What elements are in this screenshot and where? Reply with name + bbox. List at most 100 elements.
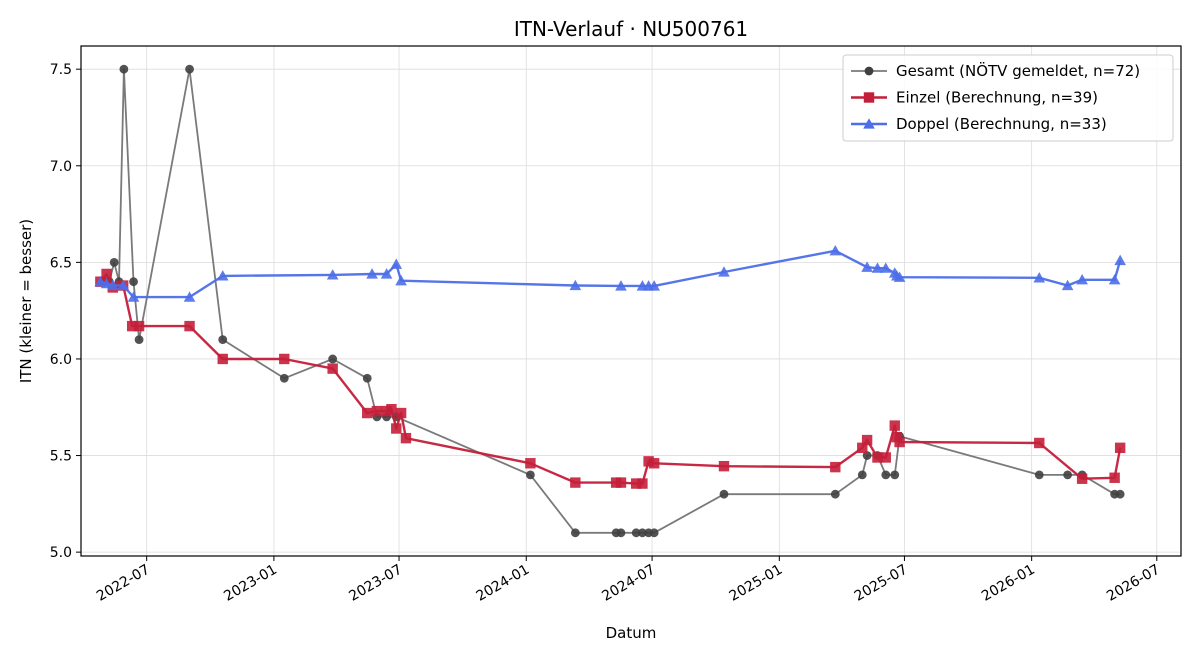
data-point-einzel: [126, 320, 138, 332]
data-point-doppel: [100, 277, 113, 289]
data-point-einzel: [386, 403, 397, 415]
data-point-einzel: [395, 407, 407, 419]
data-point-doppel: [1033, 272, 1046, 283]
legend-label-doppel: Doppel (Berechnung, n=33): [896, 115, 1107, 133]
series-doppel: [94, 244, 1126, 302]
data-point-gesamt: [526, 470, 535, 480]
data-point-einzel: [400, 432, 412, 444]
data-point-einzel: [894, 436, 905, 448]
data-point-einzel: [1076, 473, 1088, 484]
data-point-einzel: [630, 478, 642, 489]
data-point-gesamt: [830, 489, 840, 499]
data-point-gesamt: [881, 470, 891, 480]
y-tick-label: 5.0: [50, 545, 72, 561]
data-point-gesamt: [328, 354, 338, 364]
y-tick-label: 6.5: [50, 255, 72, 271]
data-point-doppel: [127, 291, 140, 302]
data-point-doppel: [871, 262, 884, 273]
data-point-gesamt: [129, 277, 138, 287]
data-point-einzel: [184, 320, 195, 332]
data-point-doppel: [615, 280, 627, 291]
data-point-doppel: [893, 271, 906, 282]
data-point-einzel: [889, 420, 900, 431]
data-point-doppel: [380, 268, 393, 279]
data-point-einzel: [1114, 442, 1126, 454]
legend-label-einzel: Einzel (Berechnung, n=39): [896, 89, 1098, 107]
data-point-einzel: [872, 452, 883, 463]
data-point-einzel: [327, 363, 338, 374]
data-point-doppel: [395, 274, 407, 286]
data-point-einzel: [637, 478, 648, 489]
data-point-einzel: [880, 452, 891, 463]
data-point-doppel: [569, 279, 582, 291]
data-point-gesamt: [279, 373, 289, 383]
series-layer: [94, 64, 1126, 538]
data-point-einzel: [101, 268, 112, 280]
data-point-einzel: [1034, 437, 1045, 449]
data-point-gesamt: [1063, 470, 1073, 480]
data-point-gesamt: [119, 64, 129, 74]
y-axis-title: ITN (kleiner = besser): [17, 219, 35, 383]
legend-marker-gesamt: [864, 66, 874, 76]
data-point-gesamt: [570, 528, 580, 538]
data-point-gesamt: [890, 470, 900, 480]
data-point-doppel: [861, 261, 873, 272]
data-point-gesamt: [719, 489, 729, 499]
data-point-einzel: [643, 456, 654, 467]
data-point-gesamt: [649, 528, 659, 538]
data-point-einzel: [857, 442, 868, 454]
y-tick-label: 7.0: [50, 159, 72, 175]
data-point-doppel: [326, 269, 339, 280]
data-point-einzel: [133, 320, 145, 332]
data-point-doppel: [216, 270, 229, 281]
data-point-einzel: [648, 458, 660, 469]
data-point-gesamt: [362, 373, 372, 383]
data-point-gesamt: [616, 528, 626, 538]
data-point-doppel: [718, 266, 730, 277]
data-point-doppel: [94, 275, 107, 287]
data-point-doppel: [1108, 273, 1121, 285]
data-point-gesamt: [1034, 470, 1044, 480]
data-point-einzel: [371, 405, 383, 417]
y-tick-label: 7.5: [50, 62, 72, 78]
data-point-doppel: [117, 279, 129, 291]
data-point-einzel: [279, 353, 290, 365]
data-point-doppel: [829, 244, 842, 256]
data-point-gesamt: [862, 451, 872, 460]
legend-marker-einzel: [863, 92, 875, 103]
data-point-doppel: [1076, 273, 1088, 285]
x-axis-title: Datum: [606, 624, 657, 642]
data-point-doppel: [366, 268, 378, 279]
plot-frame: [80, 45, 1182, 557]
data-point-gesamt: [638, 528, 647, 538]
data-point-einzel: [362, 407, 373, 419]
legend-label-gesamt: Gesamt (NÖTV gemeldet, n=72): [896, 61, 1140, 80]
data-point-gesamt: [218, 335, 228, 345]
legend-item-einzel: Einzel (Berechnung, n=39): [851, 89, 1098, 107]
chart-title: ITN-Verlauf · NU500761: [514, 17, 748, 41]
y-tick-label: 6.0: [50, 352, 72, 368]
data-point-doppel: [1061, 279, 1074, 291]
legend-item-doppel: Doppel (Berechnung, n=33): [851, 115, 1107, 133]
series-line-einzel: [99, 272, 1122, 485]
data-point-einzel: [570, 477, 581, 488]
series-einzel: [95, 268, 1126, 489]
data-point-einzel: [718, 460, 730, 472]
data-point-gesamt: [185, 64, 194, 74]
data-point-gesamt: [857, 470, 867, 480]
legend-item-gesamt: Gesamt (NÖTV gemeldet, n=72): [851, 61, 1140, 80]
legend-box: [842, 54, 1174, 142]
data-point-einzel: [830, 461, 841, 473]
data-point-doppel: [107, 279, 119, 291]
data-point-einzel: [525, 458, 536, 469]
data-point-einzel: [217, 353, 228, 365]
legend-marker-doppel: [863, 118, 875, 129]
data-point-gesamt: [1115, 489, 1125, 499]
data-point-doppel: [183, 291, 196, 302]
data-point-gesamt: [109, 257, 119, 267]
data-point-gesamt: [134, 335, 144, 345]
data-point-doppel: [1114, 254, 1126, 266]
legend: Gesamt (NÖTV gemeldet, n=72) Einzel (Bere…: [842, 54, 1174, 142]
data-point-einzel: [391, 423, 402, 434]
